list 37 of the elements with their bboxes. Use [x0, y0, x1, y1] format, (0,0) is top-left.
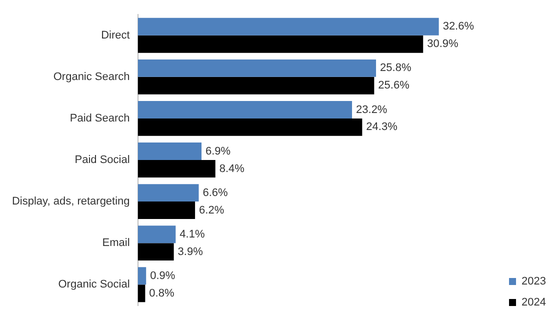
bar	[138, 118, 362, 136]
bar	[138, 160, 216, 178]
y-tick-label: Paid Search	[70, 112, 130, 124]
data-label: 30.9%	[427, 38, 459, 50]
bar	[138, 18, 439, 36]
bar	[138, 243, 174, 261]
y-tick-label: Organic Search	[53, 70, 130, 83]
bar	[138, 101, 352, 118]
data-label: 25.8%	[380, 62, 412, 74]
bar	[138, 226, 176, 244]
data-label: 4.1%	[180, 228, 205, 240]
y-tick-label: Paid Social	[74, 154, 130, 166]
bar	[138, 184, 199, 202]
y-tick-label: Email	[102, 237, 130, 250]
bar	[138, 59, 376, 77]
bar	[138, 35, 424, 53]
data-label: 24.3%	[366, 121, 398, 134]
data-label: 6.2%	[199, 204, 224, 216]
data-label: 8.4%	[219, 162, 245, 175]
bar	[138, 284, 146, 302]
bar	[138, 202, 196, 219]
y-tick-label: Direct	[101, 29, 130, 42]
data-label: 32.6%	[442, 20, 474, 33]
data-label: 0.9%	[150, 270, 176, 282]
y-tick-label: Display, ads, retargeting	[12, 196, 130, 208]
legend-label: 2023	[522, 276, 546, 288]
bar	[138, 76, 374, 94]
y-tick-label: Organic Social	[58, 278, 130, 291]
data-label: 23.2%	[356, 104, 388, 116]
data-label: 6.9%	[206, 145, 231, 158]
bar	[138, 267, 146, 285]
data-label: 6.6%	[202, 186, 228, 199]
bar	[138, 142, 202, 160]
data-label: 3.9%	[178, 246, 204, 258]
data-label: 0.8%	[149, 287, 174, 300]
data-label: 25.6%	[378, 80, 410, 92]
legend-label: 2024	[522, 296, 546, 309]
